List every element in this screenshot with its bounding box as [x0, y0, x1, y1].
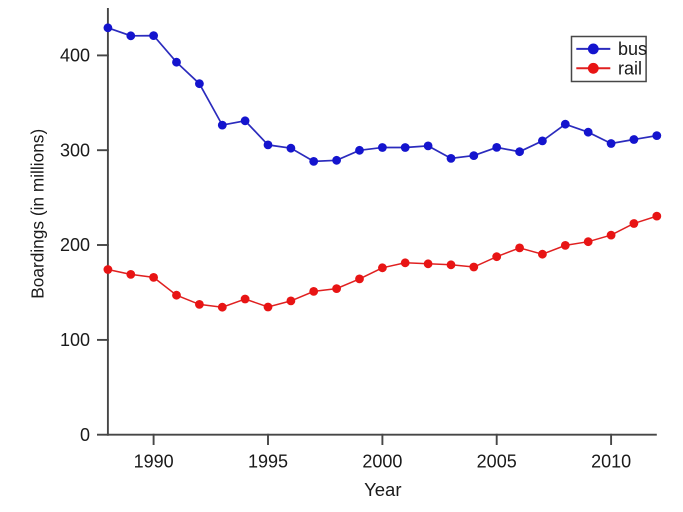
- svg-text:2000: 2000: [362, 452, 402, 472]
- svg-text:2005: 2005: [477, 452, 517, 472]
- svg-text:Year: Year: [364, 479, 401, 500]
- svg-text:100: 100: [60, 330, 90, 350]
- svg-text:400: 400: [60, 46, 90, 66]
- svg-text:bus: bus: [618, 39, 647, 59]
- svg-text:Boardings (in millions): Boardings (in millions): [28, 129, 48, 299]
- svg-text:1990: 1990: [134, 452, 174, 472]
- svg-text:2010: 2010: [591, 452, 631, 472]
- svg-text:0: 0: [80, 425, 90, 445]
- svg-text:300: 300: [60, 140, 90, 160]
- svg-text:rail: rail: [618, 59, 642, 79]
- svg-text:200: 200: [60, 235, 90, 255]
- svg-text:1995: 1995: [248, 452, 288, 472]
